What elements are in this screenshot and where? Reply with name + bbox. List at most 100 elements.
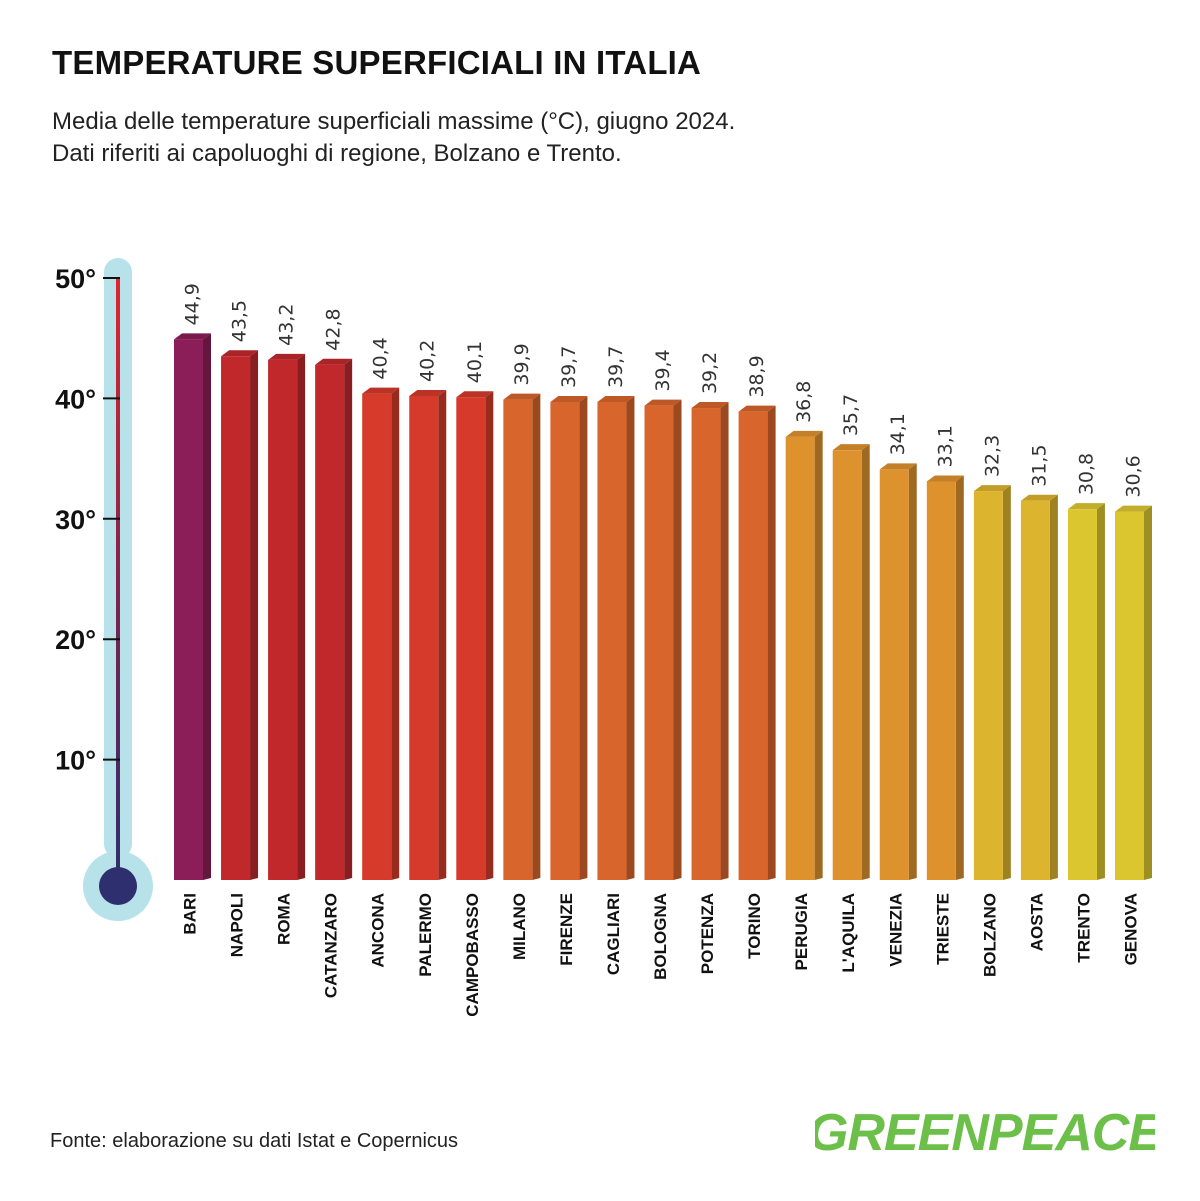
category-label-20: GENOVA: [1122, 893, 1141, 965]
bar-15: [879, 469, 909, 880]
category-label-10: BOLOGNA: [651, 893, 670, 980]
bar-top-2: [268, 353, 306, 360]
svg-text:GREENPEACE: GREENPEACE: [815, 1104, 1155, 1162]
bar-side-18: [1049, 494, 1058, 880]
subtitle-line-2: Dati riferiti ai capoluoghi di regione, …: [52, 140, 622, 167]
bar-side-19: [1096, 503, 1105, 880]
bar-side-3: [344, 358, 353, 880]
bar-top-1: [221, 350, 259, 357]
value-label-5: 40,2: [417, 340, 439, 382]
bar-side-11: [720, 402, 729, 880]
bar-top-4: [362, 387, 400, 394]
bar-0: [174, 339, 203, 880]
category-label-8: FIRENZE: [557, 893, 576, 966]
bar-top-12: [738, 405, 776, 412]
category-label-13: PERUGIA: [792, 893, 811, 970]
bar-9: [597, 402, 627, 880]
value-label-14: 35,7: [840, 394, 862, 436]
value-label-3: 42,8: [323, 308, 345, 350]
y-tick-label-50: 50°: [55, 264, 96, 294]
bar-17: [973, 491, 1003, 880]
bar-side-16: [955, 475, 964, 880]
bar-6: [456, 397, 486, 880]
greenpeace-logo: GREENPEACE: [815, 1104, 1155, 1162]
bar-12: [738, 411, 768, 880]
value-label-0: 44,9: [182, 283, 204, 325]
bar-top-13: [785, 430, 823, 437]
bar-1: [221, 356, 251, 880]
value-label-2: 43,2: [276, 304, 298, 346]
bar-top-0: [174, 333, 211, 340]
bar-side-2: [297, 353, 306, 880]
bar-13: [785, 436, 815, 880]
value-label-10: 39,4: [652, 349, 674, 391]
category-label-15: VENEZIA: [886, 893, 905, 967]
y-tick-label-10: 10°: [55, 746, 96, 776]
bar-4: [362, 393, 392, 880]
value-label-4: 40,4: [370, 337, 392, 379]
category-label-16: TRIESTE: [933, 893, 952, 965]
bar-top-18: [1020, 494, 1058, 501]
bar-side-7: [532, 393, 541, 880]
bar-top-8: [550, 396, 588, 403]
bar-side-0: [203, 333, 211, 880]
bar-side-5: [438, 389, 447, 880]
category-label-7: MILANO: [510, 893, 529, 960]
bar-top-17: [973, 485, 1011, 492]
value-label-16: 33,1: [934, 425, 956, 467]
bar-top-14: [832, 444, 870, 451]
bar-14: [832, 450, 862, 880]
chart-title: TEMPERATURE SUPERFICIALI IN ITALIA: [52, 44, 702, 81]
bar-16: [926, 481, 956, 880]
category-label-6: CAMPOBASSO: [463, 893, 482, 1017]
bar-top-9: [597, 396, 635, 403]
bar-11: [691, 408, 721, 880]
bar-top-10: [644, 399, 682, 406]
bar-2: [268, 359, 298, 880]
bar-side-15: [908, 463, 917, 880]
value-label-6: 40,1: [464, 341, 486, 383]
bar-18: [1020, 500, 1050, 880]
chart-subtitle: Media delle temperature superficiali mas…: [52, 106, 1052, 170]
bar-10: [644, 405, 674, 880]
bar-side-20: [1144, 505, 1152, 880]
y-tick-label-40: 40°: [55, 384, 96, 414]
value-label-19: 30,8: [1075, 453, 1097, 495]
bar-top-6: [456, 391, 494, 398]
bar-side-6: [485, 391, 494, 880]
bar-top-16: [926, 475, 964, 482]
bar-top-3: [315, 358, 353, 365]
bar-top-5: [409, 389, 447, 396]
category-label-1: NAPOLI: [228, 893, 247, 957]
bar-chart: 10° 20° 30° 40° 50° 44,9 BARI 43,5 NAPOLI 43,2 ROM…: [55, 258, 1152, 1017]
bar-8: [550, 402, 580, 880]
value-label-7: 39,9: [511, 343, 533, 385]
category-label-3: CATANZARO: [322, 893, 341, 998]
thermometer-mercury: [116, 278, 120, 880]
bar-19: [1067, 509, 1097, 880]
thermometer-bulb: [99, 867, 137, 905]
bar-side-1: [250, 350, 259, 880]
bar-side-12: [767, 405, 776, 880]
y-tick-label-30: 30°: [55, 505, 96, 535]
bar-20: [1115, 511, 1144, 880]
category-label-12: TORINO: [745, 893, 764, 959]
bar-5: [409, 395, 439, 880]
value-label-1: 43,5: [229, 300, 251, 342]
category-label-17: BOLZANO: [980, 893, 999, 977]
bar-side-9: [626, 396, 635, 880]
bar-side-17: [1002, 485, 1011, 880]
value-label-12: 38,9: [746, 355, 768, 397]
bar-7: [503, 399, 533, 880]
value-label-8: 39,7: [558, 346, 580, 388]
bar-side-13: [814, 430, 823, 880]
subtitle-line-1: Media delle temperature superficiali mas…: [52, 108, 736, 135]
category-label-11: POTENZA: [698, 893, 717, 974]
value-label-17: 32,3: [981, 435, 1003, 477]
value-label-13: 36,8: [793, 381, 815, 423]
value-label-11: 39,2: [699, 352, 721, 394]
source-note: Fonte: elaborazione su dati Istat e Cope…: [50, 1130, 459, 1152]
category-label-5: PALERMO: [416, 893, 435, 977]
category-label-18: AOSTA: [1027, 893, 1046, 951]
bar-side-4: [391, 387, 400, 880]
